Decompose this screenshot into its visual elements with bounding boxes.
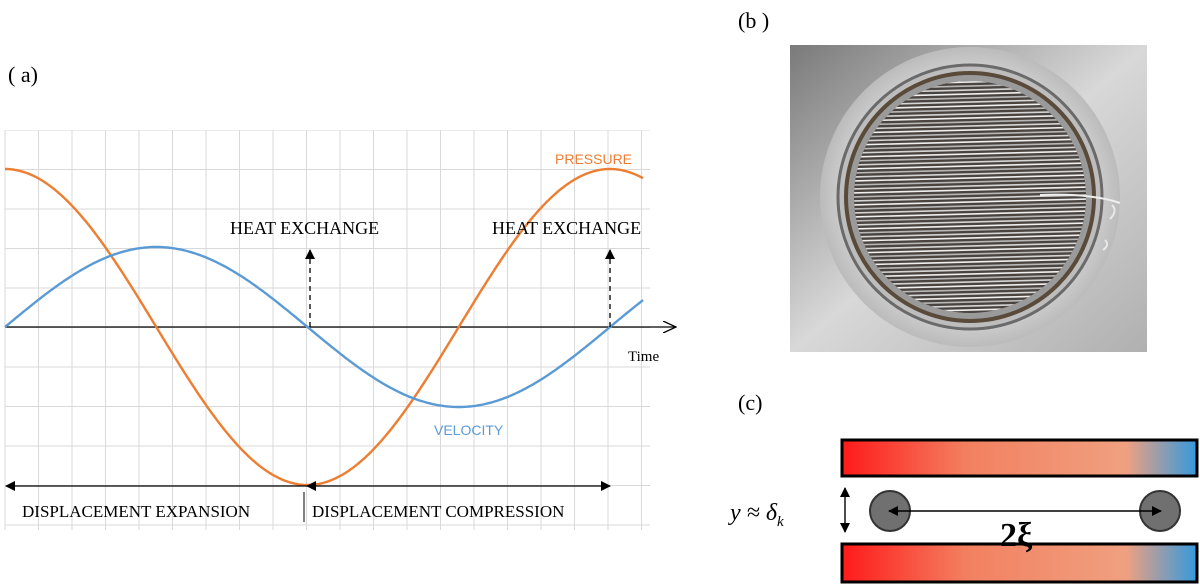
arrow-junction-head — [306, 481, 316, 491]
photo-texture-line — [854, 198, 1086, 206]
pressure-label: PRESSURE — [555, 151, 632, 167]
heat-exchange-label-1: HEAT EXCHANGE — [230, 218, 379, 238]
photo-texture-line — [854, 214, 1086, 222]
displacement-amplitude-label: 2ξ — [1000, 517, 1033, 554]
photo-texture-line — [854, 186, 1086, 194]
velocity-curve — [4, 245, 644, 409]
plate-displacement-schematic: y ≈ δk 2ξ — [728, 438, 1199, 584]
photo-texture-line — [854, 234, 1086, 242]
panel-b-label: (b ) — [738, 8, 770, 33]
photo-texture-line — [854, 238, 1086, 246]
photo-texture-line — [854, 170, 1086, 178]
photo-texture-line — [854, 266, 1086, 274]
pressure-velocity-schematic: Time PRESSURE VELOCITY HEAT EXCHANGE HEA… — [4, 130, 690, 530]
photo-texture-line — [854, 166, 1086, 174]
photo-texture-line — [854, 190, 1086, 198]
photo-texture-line — [854, 206, 1086, 214]
photo-texture-line — [854, 118, 1086, 126]
photo-texture-line — [854, 242, 1086, 250]
heat-exchanger-photo — [790, 45, 1147, 352]
photo-texture-line — [854, 202, 1086, 210]
photo-texture-line — [854, 174, 1086, 182]
photo-texture-line — [854, 250, 1086, 258]
photo-texture-line — [854, 258, 1086, 266]
photo-texture-line — [854, 182, 1086, 190]
photo-texture-line — [854, 142, 1086, 150]
photo-texture-line — [854, 246, 1086, 254]
photo-texture-line — [854, 158, 1086, 166]
photo-texture-line — [854, 194, 1086, 202]
photo-texture-line — [854, 122, 1086, 130]
top-plate — [840, 438, 1199, 478]
displacement-expansion-label: DISPLACEMENT EXPANSION — [22, 502, 250, 521]
bottom-plate — [840, 542, 1199, 584]
photo-texture-line — [854, 162, 1086, 170]
photo-texture-line — [854, 154, 1086, 162]
photo-texture-line — [854, 146, 1086, 154]
photo-texture-line — [854, 262, 1086, 270]
photo-texture-line — [854, 226, 1086, 234]
panel-c-label: (c) — [738, 390, 763, 415]
photo-texture-line — [854, 114, 1086, 122]
gap-formula: y ≈ δk — [728, 500, 784, 530]
photo-texture-line — [854, 138, 1086, 146]
photo-texture-line — [854, 130, 1086, 138]
displacement-compression-label: DISPLACEMENT COMPRESSION — [312, 502, 564, 521]
photo-texture-line — [854, 222, 1086, 230]
photo-texture-line — [854, 218, 1086, 226]
chart-grid — [4, 130, 650, 530]
panel-a-label: ( a) — [8, 62, 38, 87]
time-axis-label: Time — [628, 349, 659, 365]
photo-texture-line — [854, 210, 1086, 218]
photo-texture-line — [854, 178, 1086, 186]
photo-texture-line — [854, 254, 1086, 262]
photo-texture-line — [854, 134, 1086, 142]
photo-texture-line — [854, 274, 1086, 282]
photo-texture-line — [854, 126, 1086, 134]
photo-texture-line — [854, 150, 1086, 158]
photo-texture-line — [854, 270, 1086, 278]
heat-exchange-label-2: HEAT EXCHANGE — [492, 218, 641, 238]
velocity-label: VELOCITY — [434, 422, 504, 438]
photo-texture-line — [854, 230, 1086, 238]
